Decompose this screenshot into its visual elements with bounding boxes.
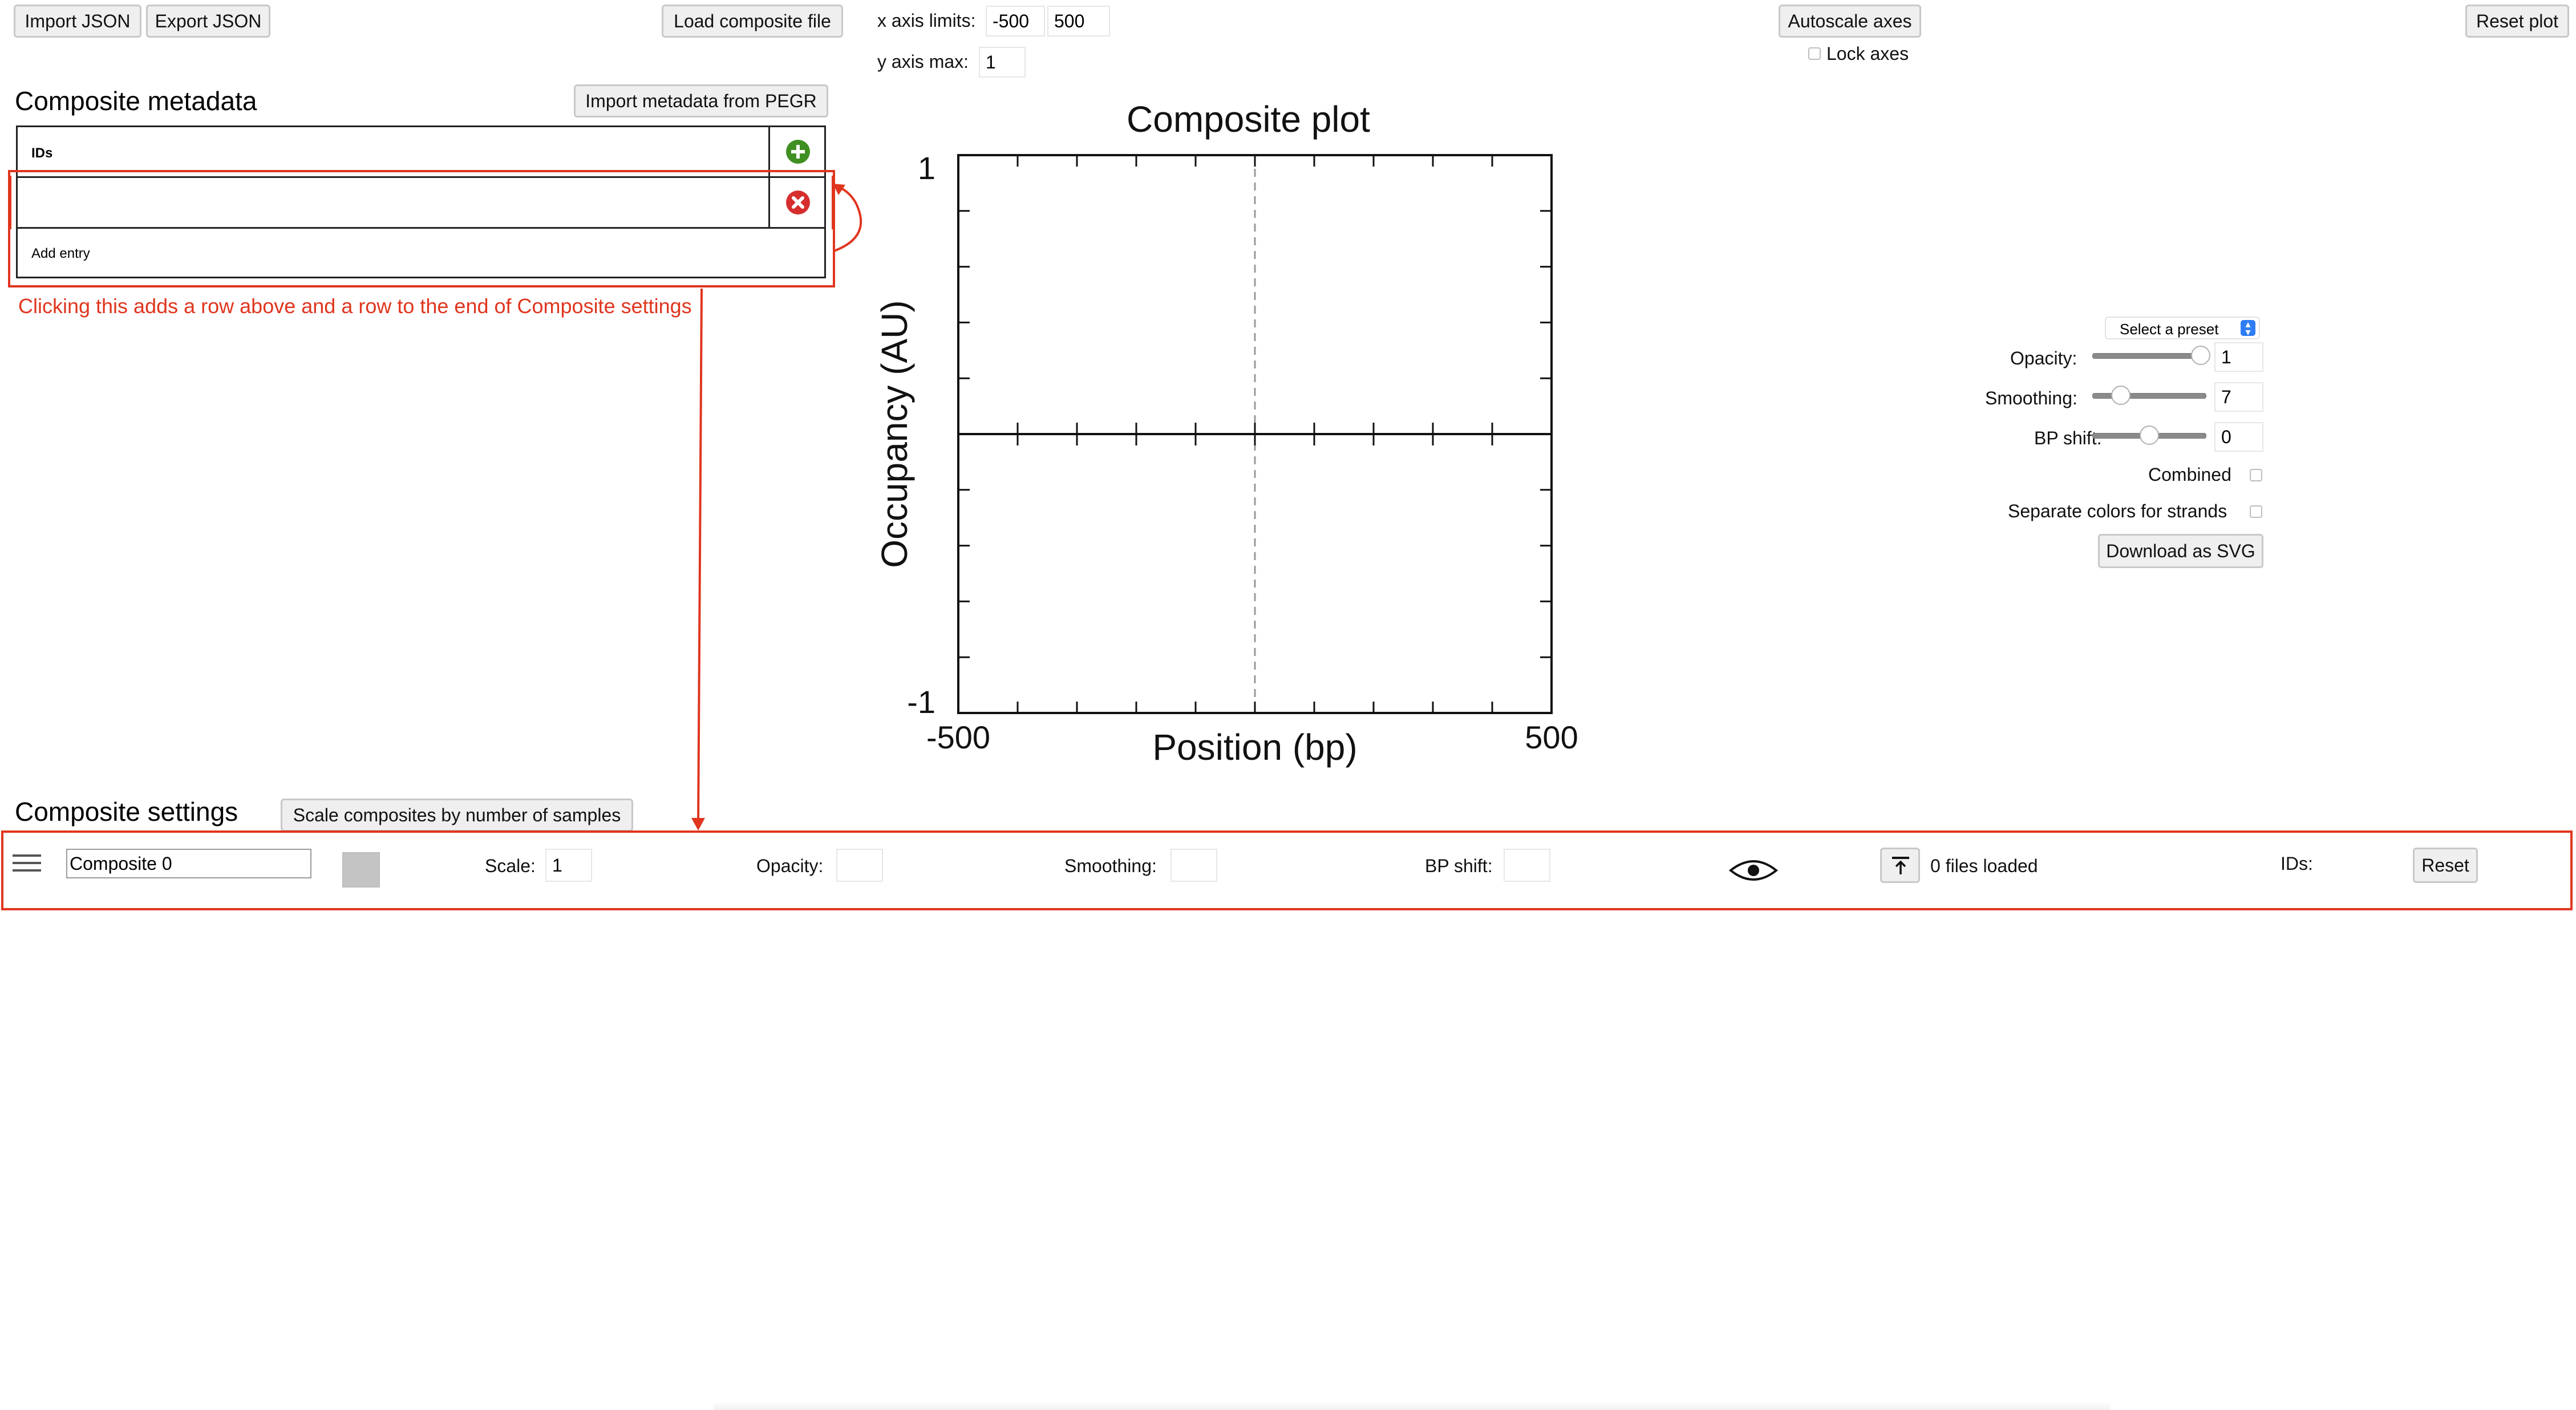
annotation-text: Clicking this adds a row above and a row… [18,294,692,318]
opacity-slider-thumb[interactable] [2191,346,2210,365]
load-composite-button[interactable]: Load composite file [662,5,843,38]
row-bpshift-input[interactable] [1504,849,1550,882]
y-max-input[interactable]: 1 [979,47,1026,78]
row-bpshift-label: BP shift: [1425,856,1493,876]
x-tick-label-right: 500 [1525,719,1578,755]
row-reset-button[interactable]: Reset [2413,848,2478,883]
bpshift-slider[interactable] [2092,426,2206,445]
plot-title: Composite plot [1127,99,1370,140]
remove-row-cell [768,178,826,229]
opacity-value-input[interactable]: 1 [2214,342,2263,372]
import-pegr-button[interactable]: Import metadata from PEGR [574,84,828,118]
settings-title: Composite settings [15,797,238,826]
download-svg-button[interactable]: Download as SVG [2098,534,2263,568]
smoothing-slider-thumb[interactable] [2111,386,2131,405]
preset-select-value: Select a preset [2120,321,2219,338]
upload-file-button[interactable] [1880,848,1920,883]
y-tick-label-top: 1 [918,150,935,186]
files-loaded-status: 0 files loaded [1930,856,2038,876]
lock-axes-label: Lock axes [1826,43,1909,64]
row-smoothing-input[interactable] [1170,849,1217,882]
x-axis-label: Position (bp) [1152,727,1357,768]
scale-composites-button[interactable]: Scale composites by number of samples [281,799,633,832]
eye-icon[interactable] [1728,858,1779,883]
add-entry-label[interactable]: Add entry [31,246,90,261]
composite-plot: 1 -1-500 500 Position (bp) Occupancy (AU) [874,150,1578,768]
export-json-button[interactable]: Export JSON [146,5,270,38]
composite-name-input[interactable]: Composite 0 [66,849,311,878]
remove-icon[interactable] [785,189,811,216]
lock-axes-checkbox[interactable] [1808,47,1821,60]
opacity-slider[interactable] [2092,346,2210,365]
combined-label: Combined [2148,464,2231,485]
bpshift-value-input[interactable]: 0 [2214,422,2263,452]
ids-header: IDs [31,145,53,161]
add-column-cell [768,127,826,178]
composite-row-highlight [1,830,2573,910]
separate-colors-checkbox[interactable] [2250,505,2262,518]
ids-header-cell: IDs [18,127,768,178]
ids-label: IDs: [2281,853,2313,874]
scale-label: Scale: [485,856,536,876]
bpshift-slider-thumb[interactable] [2140,426,2159,445]
y-tick-label-bottom: -1 [907,684,935,720]
scale-input[interactable]: 1 [545,849,592,882]
metadata-table: IDs Add entry [16,125,826,278]
metadata-row-cell[interactable] [18,178,768,229]
x-min-input[interactable]: -500 [986,6,1045,37]
y-axis-max-label: y axis max: [877,51,969,72]
combined-checkbox[interactable] [2250,469,2262,481]
color-swatch[interactable] [342,852,380,888]
bottom-shadow [713,1402,2111,1410]
preset-select[interactable]: Select a preset ▴ ▾ [2105,317,2260,339]
x-tick-label-left: -500 [926,719,990,755]
bpshift-label: BP shift: [2034,428,2102,448]
separate-colors-label: Separate colors for strands [2008,501,2227,521]
x-axis-limits-label: x axis limits: [877,10,976,31]
smoothing-value-input[interactable]: 7 [2214,382,2263,412]
x-max-input[interactable]: 500 [1047,6,1110,37]
row-highlight-inner [9,176,834,229]
import-json-button[interactable]: Import JSON [14,5,141,38]
opacity-label: Opacity: [2010,348,2077,368]
reset-plot-button[interactable]: Reset plot [2465,5,2569,38]
smoothing-slider[interactable] [2092,386,2206,405]
add-icon[interactable] [785,139,811,165]
select-arrows-icon: ▴ ▾ [2241,319,2255,337]
drag-handle-icon[interactable] [13,853,41,874]
metadata-title: Composite metadata [15,86,257,116]
autoscale-axes-button[interactable]: Autoscale axes [1779,5,1921,38]
row-opacity-label: Opacity: [756,856,824,876]
upload-icon [1892,857,1909,874]
add-entry-row[interactable]: Add entry [18,229,824,277]
smoothing-label: Smoothing: [1985,388,2077,408]
row-smoothing-label: Smoothing: [1064,856,1157,876]
y-axis-label: Occupancy (AU) [874,300,915,568]
composite-row: Composite 0 Scale: 1 Opacity: Smoothing:… [0,833,2576,909]
row-opacity-input[interactable] [836,849,883,882]
